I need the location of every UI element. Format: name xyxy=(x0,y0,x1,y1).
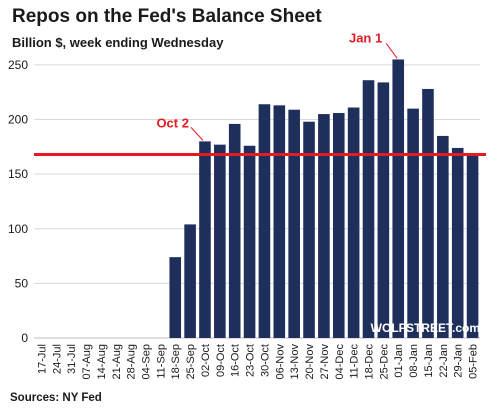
bar-06-Nov xyxy=(273,105,286,338)
y-tick-label: 200 xyxy=(8,113,28,127)
y-tick-label: 50 xyxy=(15,276,29,290)
y-tick-label: 100 xyxy=(8,222,28,236)
bar-20-Nov xyxy=(303,121,315,338)
chart-title: Repos on the Fed's Balance Sheet xyxy=(12,6,322,27)
jan-1-leader xyxy=(385,43,398,59)
x-tick-label: 30-Oct xyxy=(259,344,271,377)
y-tick-label: 250 xyxy=(8,58,28,72)
bar-25-Dec xyxy=(377,82,390,339)
x-tick-label: 29-Jan xyxy=(453,344,465,378)
bar-05-Feb xyxy=(466,154,479,338)
bar-29-Jan xyxy=(451,147,464,338)
x-tick-label: 09-Oct xyxy=(215,344,227,377)
bar-27-Nov xyxy=(318,114,330,338)
bar-01-Jan xyxy=(392,59,405,338)
x-tick-label: 21-Aug xyxy=(111,344,123,379)
x-tick-label: 02-Oct xyxy=(200,344,212,377)
x-tick-label: 13-Nov xyxy=(289,344,301,380)
bar-15-Jan xyxy=(422,88,434,338)
x-tick-label: 25-Dec xyxy=(378,344,390,380)
source-note: Sources: NY Fed xyxy=(10,392,102,404)
x-tick-label: 15-Jan xyxy=(423,344,435,378)
jan-1-label: Jan 1 xyxy=(349,30,382,45)
chart-subtitle: Billion $, week ending Wednesday xyxy=(12,35,224,50)
x-tick-label: 16-Oct xyxy=(230,344,242,377)
bar-25-Sep xyxy=(184,224,196,338)
x-tick-label: 27-Nov xyxy=(319,344,331,380)
bar-16-Oct xyxy=(228,123,241,339)
x-tick-label: 28-Aug xyxy=(126,344,138,379)
y-tick-label: 0 xyxy=(21,331,28,345)
bar-02-Oct xyxy=(199,141,211,338)
bar-22-Jan xyxy=(437,135,449,338)
bar-08-Jan xyxy=(407,108,419,338)
x-tick-label: 05-Feb xyxy=(468,344,480,379)
x-tick-label: 18-Dec xyxy=(364,344,376,380)
x-tick-label: 14-Aug xyxy=(96,344,108,379)
x-tick-label: 18-Sep xyxy=(170,344,182,379)
x-tick-label: 22-Jan xyxy=(438,344,450,378)
bar-18-Sep xyxy=(169,257,182,338)
bar-04-Dec xyxy=(332,112,345,338)
brand-watermark: WOLFSTREET.com xyxy=(371,321,480,335)
x-tick-label: 25-Sep xyxy=(185,344,197,379)
x-tick-label: 24-Jul xyxy=(51,344,63,374)
oct-2-leader xyxy=(190,127,204,141)
x-tick-label: 31-Jul xyxy=(66,344,78,374)
bar-30-Oct xyxy=(258,104,271,338)
bar-23-Oct xyxy=(243,145,256,338)
x-tick-label: 17-Jul xyxy=(36,344,48,374)
x-tick-label: 01-Jan xyxy=(393,344,405,378)
x-tick-label: 06-Nov xyxy=(274,344,286,380)
x-tick-label: 11-Dec xyxy=(349,344,361,379)
bar-13-Nov xyxy=(288,109,300,338)
bar-11-Dec xyxy=(347,107,360,339)
x-tick-label: 04-Dec xyxy=(334,344,346,380)
bar-18-Dec xyxy=(362,80,375,338)
x-tick-label: 20-Nov xyxy=(304,344,316,380)
x-tick-label: 07-Aug xyxy=(81,344,93,379)
bar-09-Oct xyxy=(214,144,226,338)
y-tick-label: 150 xyxy=(8,167,28,181)
x-tick-label: 04-Sep xyxy=(141,344,153,379)
oct-2-label: Oct 2 xyxy=(156,115,189,130)
x-tick-label: 08-Jan xyxy=(408,344,420,378)
x-tick-label: 11-Sep xyxy=(155,344,167,379)
x-tick-label: 23-Oct xyxy=(245,344,257,377)
